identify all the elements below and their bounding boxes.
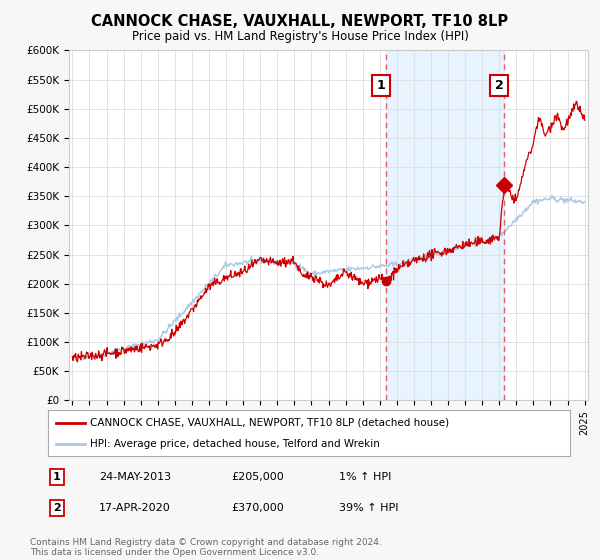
Text: 1% ↑ HPI: 1% ↑ HPI <box>339 472 391 482</box>
Text: £205,000: £205,000 <box>231 472 284 482</box>
Text: 2: 2 <box>53 503 61 513</box>
Text: HPI: Average price, detached house, Telford and Wrekin: HPI: Average price, detached house, Telf… <box>90 439 380 449</box>
Text: 17-APR-2020: 17-APR-2020 <box>99 503 171 513</box>
Text: CANNOCK CHASE, VAUXHALL, NEWPORT, TF10 8LP (detached house): CANNOCK CHASE, VAUXHALL, NEWPORT, TF10 8… <box>90 418 449 428</box>
Text: 1: 1 <box>377 79 385 92</box>
Text: 24-MAY-2013: 24-MAY-2013 <box>99 472 171 482</box>
Text: £370,000: £370,000 <box>231 503 284 513</box>
Text: 1: 1 <box>53 472 61 482</box>
Text: CANNOCK CHASE, VAUXHALL, NEWPORT, TF10 8LP: CANNOCK CHASE, VAUXHALL, NEWPORT, TF10 8… <box>91 14 509 29</box>
Text: 2: 2 <box>494 79 503 92</box>
Bar <box>386 50 504 400</box>
Text: Price paid vs. HM Land Registry's House Price Index (HPI): Price paid vs. HM Land Registry's House … <box>131 30 469 43</box>
Text: 39% ↑ HPI: 39% ↑ HPI <box>339 503 398 513</box>
Text: Contains HM Land Registry data © Crown copyright and database right 2024.
This d: Contains HM Land Registry data © Crown c… <box>30 538 382 557</box>
